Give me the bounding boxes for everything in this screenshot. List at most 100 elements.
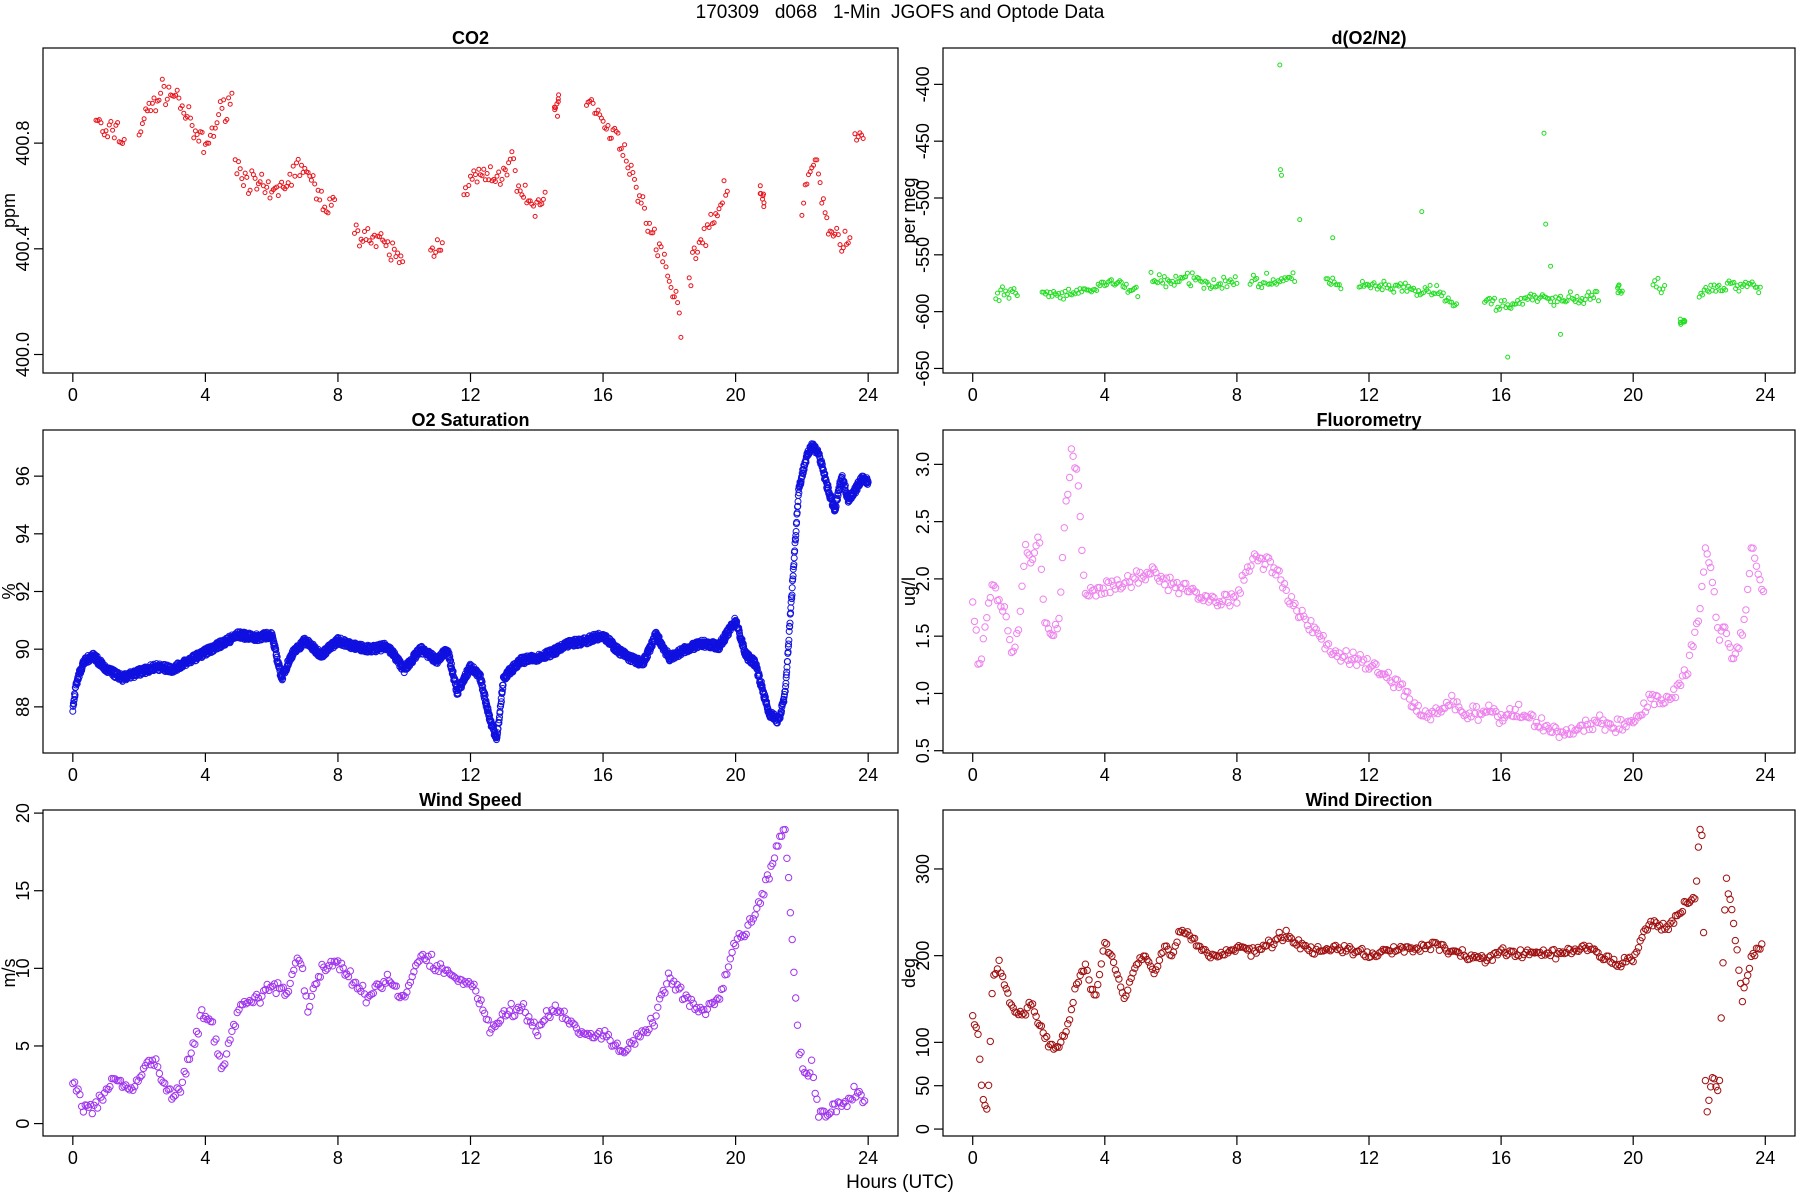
data-point: [1006, 999, 1014, 1007]
data-point: [995, 956, 1003, 964]
data-point: [1072, 980, 1081, 988]
data-points: [69, 440, 872, 744]
x-tick-label: 20: [1623, 1148, 1643, 1168]
data-point: [544, 1012, 552, 1020]
data-point: [762, 875, 770, 884]
data-point: [1208, 592, 1216, 600]
data-point: [1095, 970, 1104, 979]
data-point: [473, 995, 482, 1003]
data-point: [1493, 712, 1502, 721]
data-point: [1581, 301, 1587, 306]
data-point: [1537, 714, 1546, 722]
data-point: [1092, 592, 1100, 600]
data-point: [191, 1040, 199, 1048]
data-point: [431, 966, 439, 975]
data-point: [613, 1039, 621, 1047]
data-point: [638, 1027, 646, 1035]
data-point: [1027, 1001, 1035, 1009]
data-point: [504, 172, 510, 178]
x-tick-label: 16: [593, 385, 613, 405]
data-point: [1277, 576, 1285, 584]
data-point: [1049, 293, 1055, 299]
data-point: [1440, 290, 1446, 296]
data-point: [486, 1029, 494, 1037]
data-point: [1072, 465, 1081, 473]
data-point: [642, 205, 647, 211]
data-point: [659, 986, 667, 995]
data-point: [154, 1063, 162, 1071]
data-point: [1589, 725, 1597, 734]
data-point: [1303, 621, 1312, 630]
data-point: [1682, 671, 1690, 680]
data-point: [1659, 700, 1667, 708]
data-point: [1226, 602, 1234, 610]
data-point: [1247, 562, 1255, 570]
data-point: [752, 660, 760, 668]
data-point: [1391, 947, 1400, 955]
data-point: [816, 171, 821, 177]
data-point: [1002, 985, 1010, 993]
data-point: [436, 247, 442, 253]
data-point: [339, 964, 347, 972]
data-point: [1171, 942, 1180, 950]
data-point: [969, 598, 977, 606]
data-point: [1397, 942, 1405, 951]
data-point: [163, 102, 169, 108]
data-point: [540, 196, 546, 202]
data-point: [608, 135, 614, 141]
data-point: [555, 113, 560, 119]
data-point: [1562, 726, 1571, 734]
data-point: [1062, 497, 1070, 505]
data-point: [376, 983, 385, 991]
data-point: [486, 711, 494, 719]
x-tick-label: 0: [968, 765, 978, 785]
x-tick-label: 0: [68, 765, 78, 785]
data-point: [1601, 726, 1609, 734]
data-point: [1055, 614, 1063, 623]
data-point: [316, 973, 324, 981]
data-point: [489, 1021, 498, 1029]
data-point: [99, 1096, 107, 1104]
data-point: [497, 702, 505, 710]
data-point: [1138, 574, 1146, 583]
data-point: [155, 1069, 164, 1078]
data-point: [799, 469, 807, 477]
data-point: [1416, 288, 1421, 294]
data-point: [1106, 950, 1114, 958]
data-point: [1509, 712, 1518, 721]
data-point: [290, 966, 298, 974]
x-tick-label: 8: [1232, 765, 1242, 785]
data-point: [505, 1007, 514, 1015]
data-point: [738, 638, 746, 646]
data-point: [322, 204, 328, 210]
data-point: [1056, 291, 1062, 296]
data-point: [191, 135, 197, 141]
x-tick-label: 12: [460, 385, 480, 405]
data-point: [1242, 568, 1250, 577]
data-point: [1698, 582, 1706, 591]
data-point: [1011, 286, 1017, 292]
data-point: [531, 203, 536, 209]
data-point: [279, 675, 287, 683]
data-point: [1133, 284, 1139, 290]
y-tick-label: 94: [13, 524, 33, 544]
data-point: [630, 170, 636, 175]
data-point: [498, 688, 506, 696]
data-point: [1736, 629, 1745, 637]
data-point: [618, 146, 624, 152]
data-point: [79, 1108, 88, 1116]
data-point: [804, 181, 810, 187]
data-point: [1264, 554, 1273, 562]
data-point: [845, 240, 851, 246]
data-point: [365, 226, 371, 232]
data-point: [1708, 282, 1714, 288]
data-point: [1534, 722, 1542, 731]
data-point: [1345, 660, 1354, 668]
data-point: [1511, 952, 1519, 961]
data-point: [144, 108, 150, 114]
data-point: [1219, 285, 1225, 291]
data-point: [996, 298, 1002, 304]
data-point: [1684, 670, 1692, 678]
data-point: [161, 1079, 169, 1087]
data-point: [1064, 490, 1072, 499]
